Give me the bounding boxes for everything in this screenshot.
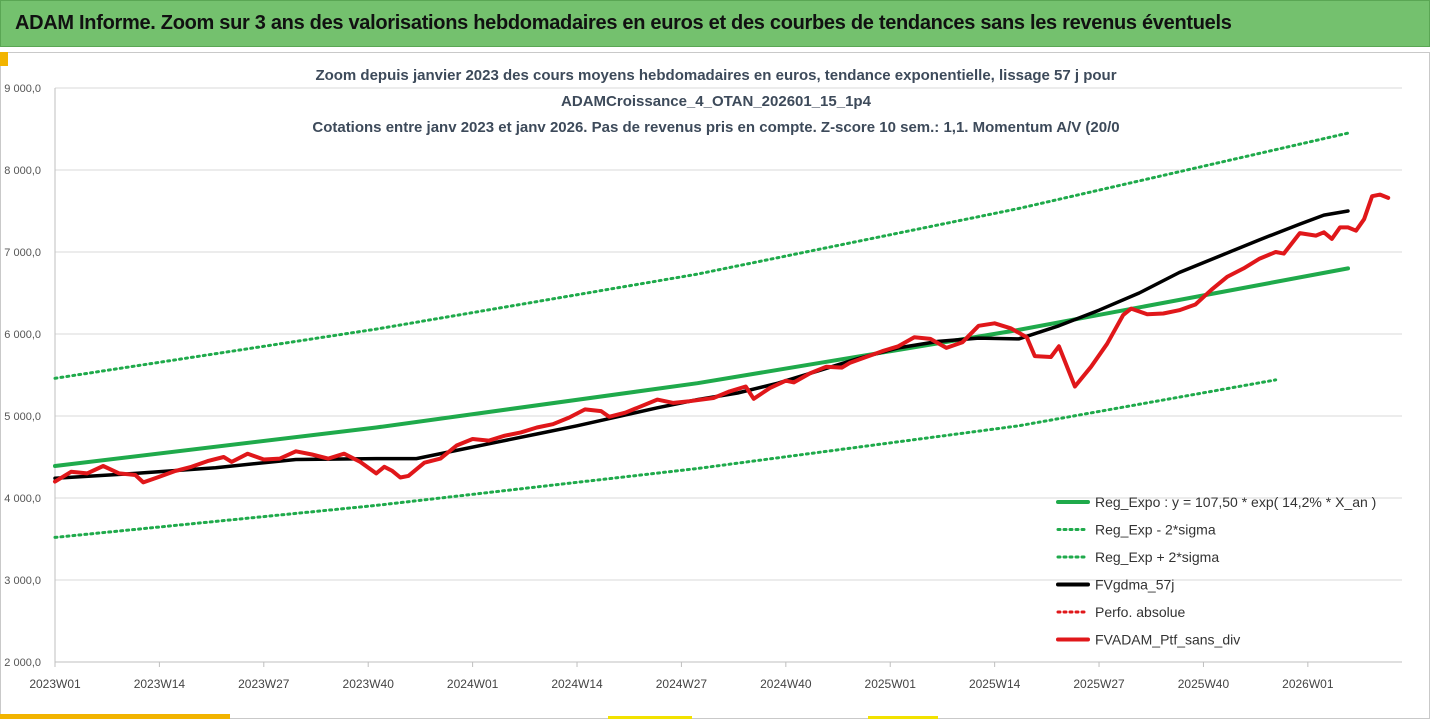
x-tick-label: 2025W01 (865, 677, 917, 691)
series-line-2 (53, 131, 1350, 380)
chart-panel (0, 52, 1430, 719)
legend-label: Reg_Expo : y = 107,50 * exp( 14,2% * X_a… (1095, 494, 1376, 510)
chart-title-line-2: ADAMCroissance_4_OTAN_202601_15_1p4 (561, 93, 871, 110)
legend-label: Perfo. absolue (1095, 604, 1185, 620)
y-tick-label: 3 000,0 (4, 575, 41, 587)
page-title: ADAM Informe. Zoom sur 3 ans des valoris… (15, 12, 1232, 34)
y-tick-label: 2 000,0 (4, 657, 41, 669)
x-tick-label: 2025W14 (969, 677, 1021, 691)
y-tick-label: 8 000,0 (4, 165, 41, 177)
header-banner: ADAM Informe. Zoom sur 3 ans des valoris… (0, 0, 1430, 47)
x-tick-label: 2025W27 (1073, 677, 1125, 691)
legend-label: Reg_Exp + 2*sigma (1095, 549, 1219, 565)
x-tick-label: 2024W40 (760, 677, 812, 691)
x-tick-label: 2026W01 (1282, 677, 1334, 691)
legend-label: Reg_Exp - 2*sigma (1095, 522, 1216, 538)
y-tick-label: 4 000,0 (4, 493, 41, 505)
x-tick-label: 2023W01 (29, 677, 81, 691)
accent-bar (0, 52, 8, 66)
legend-label: FVADAM_Ptf_sans_div (1095, 632, 1240, 648)
series-line-3 (53, 209, 1350, 481)
legend-label: FVgdma_57j (1095, 577, 1174, 593)
x-tick-label: 2023W14 (134, 677, 186, 691)
chart-title-line-1: Zoom depuis janvier 2023 des cours moyen… (315, 67, 1117, 84)
y-tick-label: 7 000,0 (4, 247, 41, 259)
y-tick-label: 6 000,0 (4, 329, 41, 341)
accent-bar-bottom (0, 714, 230, 719)
x-tick-label: 2023W40 (343, 677, 395, 691)
chart-title-line-3: Cotations entre janv 2023 et janv 2026. … (312, 119, 1120, 136)
accent-bar-bottom-mid (608, 716, 692, 719)
series-line-1 (53, 378, 1278, 539)
x-tick-label: 2023W27 (238, 677, 290, 691)
x-tick-label: 2024W27 (656, 677, 708, 691)
x-tick-label: 2024W01 (447, 677, 499, 691)
accent-bar-bottom-mid2 (868, 716, 938, 719)
y-tick-label: 5 000,0 (4, 411, 41, 423)
series-line-5 (53, 192, 1391, 485)
x-tick-label: 2025W40 (1178, 677, 1230, 691)
y-tick-label: 9 000,0 (4, 83, 41, 95)
x-tick-label: 2024W14 (551, 677, 603, 691)
series-line-0 (53, 266, 1350, 468)
